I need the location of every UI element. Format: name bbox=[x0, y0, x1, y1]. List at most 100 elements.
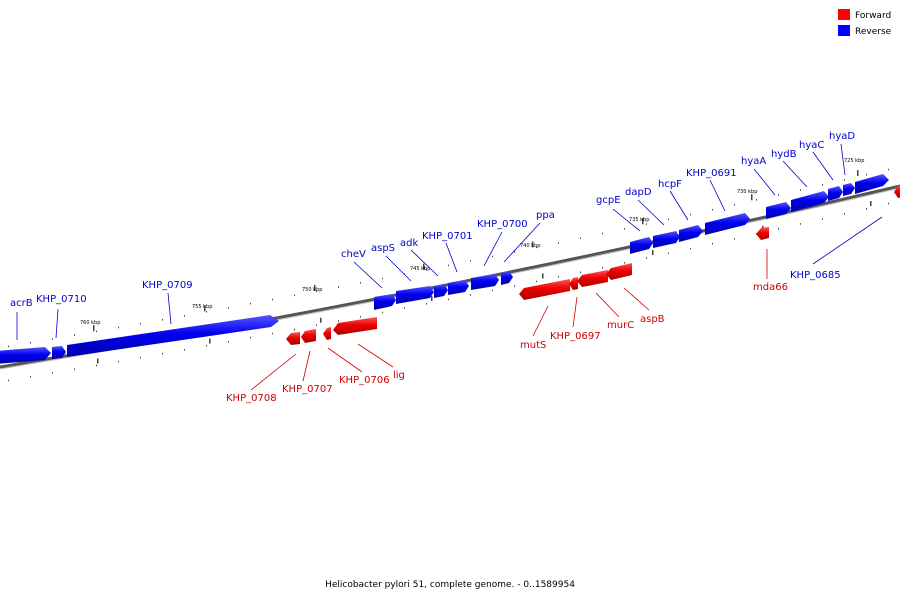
gene-label-hcpF[interactable]: hcpF bbox=[658, 179, 682, 190]
gene-label-KHP_0701[interactable]: KHP_0701 bbox=[422, 231, 473, 242]
scale-dot bbox=[272, 298, 273, 301]
gene-label-KHP_0708[interactable]: KHP_0708 bbox=[226, 393, 277, 404]
gene-hydB[interactable] bbox=[791, 191, 829, 212]
gene-label-lig[interactable]: lig bbox=[393, 370, 405, 381]
gene-mda66[interactable] bbox=[756, 227, 769, 240]
gene-label-ppa[interactable]: ppa bbox=[536, 210, 555, 221]
scale-dot bbox=[316, 324, 317, 327]
gene-label-aspB[interactable]: aspB bbox=[640, 314, 665, 325]
scale-dot bbox=[712, 242, 713, 245]
scale-label: 725 kbp bbox=[844, 158, 864, 164]
scale-dot bbox=[734, 238, 735, 240]
gene-KHP_0710[interactable] bbox=[52, 346, 66, 359]
scale-tick bbox=[423, 263, 425, 270]
gene-label-KHP_0700[interactable]: KHP_0700 bbox=[477, 219, 528, 230]
gene-label-cheV[interactable]: cheV bbox=[341, 249, 366, 260]
gene-label-KHP_0697[interactable]: KHP_0697 bbox=[550, 331, 601, 342]
scale-dot bbox=[162, 318, 163, 321]
gene-adk[interactable] bbox=[434, 284, 448, 298]
gene-label-mutS[interactable]: mutS bbox=[520, 340, 546, 351]
scale-dot bbox=[470, 294, 471, 296]
gene-label-KHP_0707[interactable]: KHP_0707 bbox=[282, 384, 333, 395]
scale-dot bbox=[734, 204, 735, 206]
gene-label-acrB[interactable]: acrB bbox=[10, 298, 33, 309]
gene-label-adk[interactable]: adk bbox=[400, 238, 418, 249]
scale-dot bbox=[30, 375, 31, 378]
scale-tick bbox=[751, 194, 753, 201]
gene-hyaA[interactable] bbox=[766, 202, 791, 219]
gene-label-dapD[interactable]: dapD bbox=[625, 187, 652, 198]
gene-KHP_0685[interactable] bbox=[855, 174, 889, 194]
scale-labels: 760 kbp 755 kbp 750 kbp 745 kbp 740 kbp … bbox=[80, 158, 864, 326]
reverse-gene-labels: acrB KHP_0710 KHP_0709 cheV aspS adk KHP… bbox=[10, 131, 855, 309]
gene-label-hyaC[interactable]: hyaC bbox=[799, 140, 824, 151]
gene-aspB[interactable] bbox=[606, 263, 632, 280]
gene-label-KHP_0710[interactable]: KHP_0710 bbox=[36, 294, 87, 305]
scale-dot bbox=[184, 349, 185, 351]
gene-mutS[interactable] bbox=[519, 279, 570, 300]
gene-label-KHP_0691[interactable]: KHP_0691 bbox=[686, 168, 737, 179]
gene-KHP_0701[interactable] bbox=[448, 280, 469, 295]
scale-dot bbox=[360, 316, 361, 318]
legend: Forward Reverse bbox=[838, 9, 892, 37]
gene-KHP_0708[interactable] bbox=[286, 332, 300, 345]
gene-label-hydB[interactable]: hydB bbox=[771, 149, 797, 160]
gene-dapD[interactable] bbox=[653, 231, 680, 248]
scale-dot bbox=[52, 338, 53, 340]
gene-label-hyaD[interactable]: hyaD bbox=[829, 131, 855, 142]
forward-gene-labels: KHP_0708 KHP_0707 KHP_0706 lig mutS KHP_… bbox=[226, 282, 788, 404]
scale-dot bbox=[492, 289, 493, 292]
gene-aspS[interactable] bbox=[396, 286, 434, 304]
gene-label-KHP_0685[interactable]: KHP_0685 bbox=[790, 270, 841, 281]
reverse-callout-lines bbox=[16, 143, 883, 340]
gene-KHP_0709[interactable] bbox=[67, 315, 279, 357]
scale-tick bbox=[642, 218, 644, 225]
gene-gcpE[interactable] bbox=[630, 237, 653, 254]
scale-dot bbox=[470, 260, 471, 262]
scale-dot bbox=[712, 208, 713, 211]
gene-KHP_0691[interactable] bbox=[705, 213, 750, 235]
gene-acrB[interactable] bbox=[0, 347, 51, 364]
scale-dot bbox=[756, 199, 757, 201]
gene-label-mda66[interactable]: mda66 bbox=[753, 282, 788, 293]
gene-label-murC[interactable]: murC bbox=[607, 320, 634, 331]
scale-tick bbox=[314, 284, 316, 291]
scale-dot bbox=[118, 326, 119, 329]
gene-offscreen[interactable] bbox=[894, 185, 900, 198]
scale-dot bbox=[96, 364, 97, 367]
scale-dot bbox=[448, 264, 449, 267]
scale-dot bbox=[624, 262, 625, 264]
scale-label: 730 kbp bbox=[737, 189, 757, 195]
scale-dot bbox=[206, 311, 207, 313]
gene-lig[interactable] bbox=[333, 317, 377, 335]
scale-dot bbox=[844, 213, 845, 215]
scale-dot bbox=[162, 352, 163, 355]
scale-dot bbox=[800, 189, 801, 191]
gene-label-KHP_0706[interactable]: KHP_0706 bbox=[339, 375, 390, 386]
scale-dot bbox=[96, 330, 97, 333]
gene-label-gcpE[interactable]: gcpE bbox=[596, 195, 621, 206]
scale-dot bbox=[228, 307, 229, 309]
scale-dot bbox=[580, 271, 581, 273]
scale-dot bbox=[316, 290, 317, 293]
gene-label-KHP_0709[interactable]: KHP_0709 bbox=[142, 280, 193, 291]
gene-hcpF[interactable] bbox=[679, 225, 703, 242]
gene-hyaC[interactable] bbox=[828, 186, 843, 201]
forward-gene-track bbox=[286, 185, 900, 345]
gene-KHP_0707[interactable] bbox=[301, 329, 316, 343]
gene-murC[interactable] bbox=[577, 270, 608, 287]
scale-dot bbox=[8, 345, 9, 348]
gene-KHP_0697[interactable] bbox=[569, 277, 578, 290]
gene-label-hyaA[interactable]: hyaA bbox=[741, 156, 766, 167]
gene-label-aspS[interactable]: aspS bbox=[371, 243, 395, 254]
gene-KHP_0700[interactable] bbox=[471, 274, 499, 290]
gene-hyaD[interactable] bbox=[843, 183, 855, 196]
gene-ppa[interactable] bbox=[501, 271, 513, 285]
scale-dot bbox=[492, 255, 493, 258]
scale-dot bbox=[74, 334, 75, 336]
gene-KHP_0706[interactable] bbox=[323, 327, 331, 340]
gene-cheV[interactable] bbox=[374, 294, 396, 310]
scale-dot bbox=[800, 223, 801, 225]
